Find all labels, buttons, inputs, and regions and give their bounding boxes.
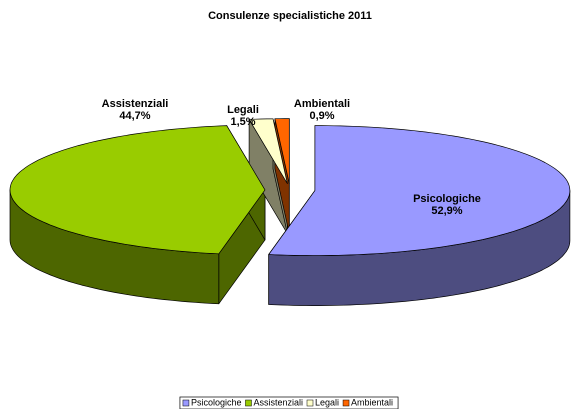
slice [274,118,290,184]
legend-swatch [182,399,190,407]
slice [9,125,266,255]
legend: Psicologiche Assistenziali Legali Ambiental… [179,396,399,409]
chart-title: Consulenze specialistiche 2011 [208,10,372,22]
slice-value-label: 0,9% [309,110,334,122]
slice-value-label: 52,9% [431,205,462,217]
legend-swatch [342,399,350,407]
slice-value-label: 44,7% [119,110,150,122]
slice-label: Assistenziali [102,98,169,110]
legend-label: Legali [315,397,339,407]
legend-swatch [306,399,314,407]
slice [248,118,288,185]
slice-label: Legali [227,104,259,116]
legend-label: Psicologiche [191,397,242,407]
legend-label: Assistenziali [253,397,303,407]
slice-label: Psicologiche [413,193,481,205]
slice [268,125,571,256]
slice-value-label: 1,5% [230,116,255,128]
slice-label: Ambientali [294,98,350,110]
legend-label: Ambientali [351,397,393,407]
legend-swatch [245,399,252,407]
